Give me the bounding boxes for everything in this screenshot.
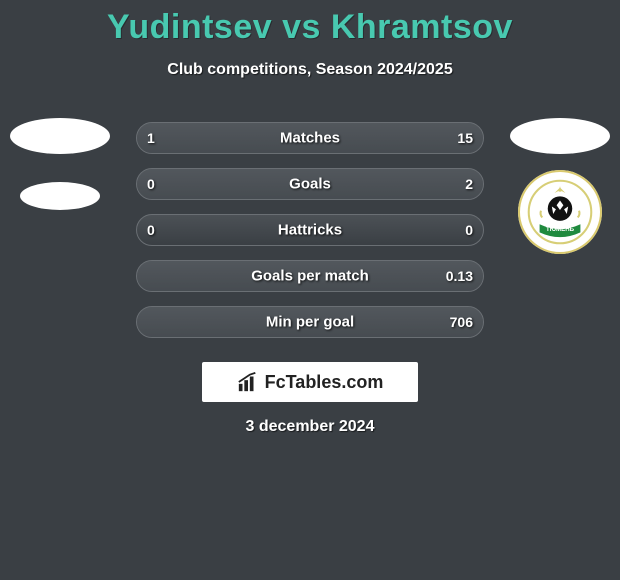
left-player-icons: [0, 118, 120, 228]
stat-value-left: 0: [147, 222, 155, 238]
stat-value-right: 0: [465, 222, 473, 238]
watermark-text: FcTables.com: [265, 372, 384, 393]
stat-label: Hattricks: [278, 222, 342, 239]
comparison-subtitle: Club competitions, Season 2024/2025: [0, 61, 620, 79]
svg-text:ТЮМЕНЬ: ТЮМЕНЬ: [546, 226, 575, 233]
stat-value-left: 0: [147, 176, 155, 192]
stat-label: Goals: [289, 176, 331, 193]
stat-value-right: 15: [457, 130, 473, 146]
chart-icon: [237, 371, 259, 393]
stat-bar: Min per goal 706: [136, 306, 484, 338]
club-badge-icon: ТЮМЕНЬ: [518, 170, 602, 254]
stat-label: Goals per match: [251, 268, 369, 285]
stats-bars: 1 Matches 15 0 Goals 2 0 Hattricks 0 Goals per ma…: [136, 122, 484, 352]
comparison-title: Yudintsev vs Khramtsov: [0, 0, 620, 47]
player-placeholder-icon: [510, 118, 610, 154]
stat-label: Min per goal: [266, 314, 354, 331]
stat-value-left: 1: [147, 130, 155, 146]
right-player-icons: ТЮМЕНЬ: [500, 118, 620, 254]
stat-bar: 1 Matches 15: [136, 122, 484, 154]
stat-value-right: 0.13: [446, 268, 473, 284]
stat-value-right: 2: [465, 176, 473, 192]
date-label: 3 december 2024: [0, 418, 620, 436]
club-placeholder-icon: [20, 182, 100, 210]
stat-label: Matches: [280, 130, 340, 147]
stat-bar: Goals per match 0.13: [136, 260, 484, 292]
stat-bar: 0 Goals 2: [136, 168, 484, 200]
watermark: FcTables.com: [202, 362, 418, 402]
stat-value-right: 706: [450, 314, 473, 330]
player-placeholder-icon: [10, 118, 110, 154]
stat-bar: 0 Hattricks 0: [136, 214, 484, 246]
